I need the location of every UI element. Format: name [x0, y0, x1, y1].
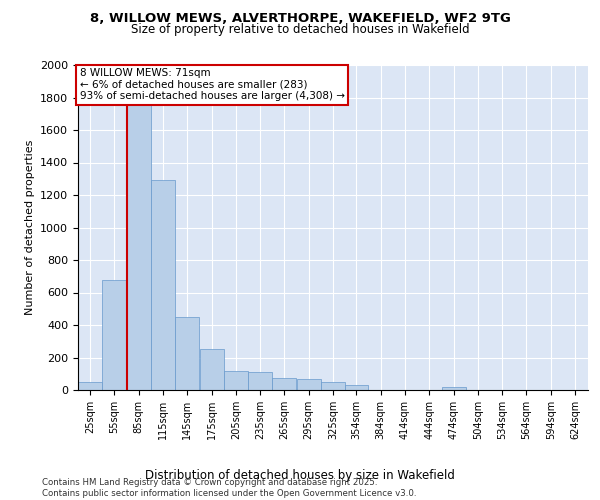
Bar [248, 372, 272, 390]
Bar [200, 350, 224, 390]
Bar [344, 385, 368, 390]
Bar [175, 317, 199, 390]
Y-axis label: Number of detached properties: Number of detached properties [25, 140, 35, 315]
Bar [442, 387, 466, 390]
Text: Contains HM Land Registry data © Crown copyright and database right 2025.
Contai: Contains HM Land Registry data © Crown c… [42, 478, 416, 498]
Bar [321, 382, 345, 390]
Bar [272, 378, 296, 390]
Bar [224, 372, 248, 390]
Bar [103, 280, 127, 390]
Bar [151, 180, 175, 390]
Text: Size of property relative to detached houses in Wakefield: Size of property relative to detached ho… [131, 22, 469, 36]
Bar [297, 380, 320, 390]
Bar [127, 86, 151, 390]
Text: 8 WILLOW MEWS: 71sqm
← 6% of detached houses are smaller (283)
93% of semi-detac: 8 WILLOW MEWS: 71sqm ← 6% of detached ho… [80, 68, 344, 102]
Text: Distribution of detached houses by size in Wakefield: Distribution of detached houses by size … [145, 470, 455, 482]
Text: 8, WILLOW MEWS, ALVERTHORPE, WAKEFIELD, WF2 9TG: 8, WILLOW MEWS, ALVERTHORPE, WAKEFIELD, … [89, 12, 511, 26]
Bar [78, 382, 102, 390]
